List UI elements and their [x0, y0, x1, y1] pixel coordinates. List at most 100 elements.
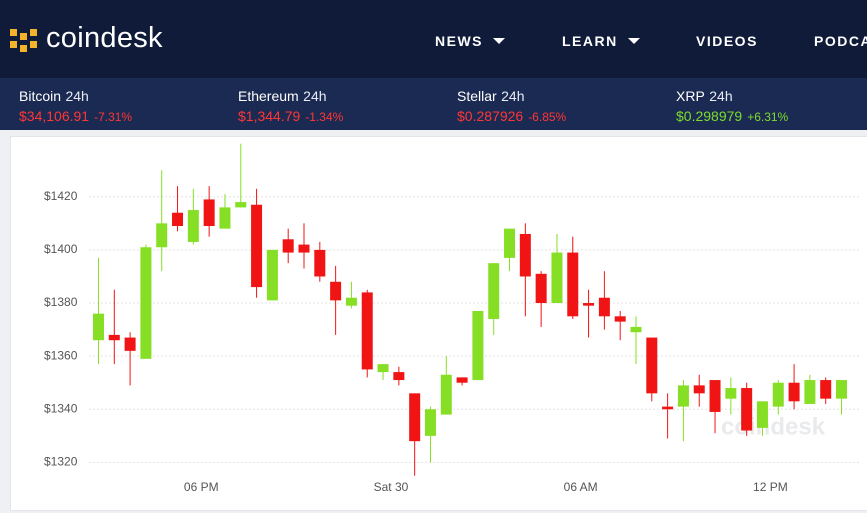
- candle-body: [519, 233, 531, 277]
- price: $34,106.91: [19, 108, 90, 124]
- candle-body: [203, 199, 215, 226]
- candle-body: [551, 252, 563, 304]
- candle-body: [456, 377, 468, 383]
- ticker-values: $1,344.79 -1.34%: [238, 106, 343, 126]
- candle-body: [172, 212, 184, 226]
- candle-body: [725, 388, 737, 399]
- candle-body: [693, 385, 705, 394]
- candle-body: [788, 382, 800, 402]
- nav-item[interactable]: VIDEOS: [696, 33, 758, 49]
- ticker-bar: Bitcoin 24h $34,106.91 -7.31% Ethereum 24h $…: [0, 78, 867, 130]
- ticker-item[interactable]: XRP 24h $0.298979 +6.31%: [676, 88, 788, 126]
- ticker-title: XRP 24h: [676, 88, 788, 106]
- candle-body: [187, 210, 199, 242]
- coin-name: Stellar: [457, 88, 497, 104]
- y-tick-label: $1340: [44, 401, 78, 415]
- candle-body: [583, 303, 595, 306]
- price: $0.298979: [676, 108, 743, 124]
- y-tick-label: $1420: [44, 189, 78, 203]
- change: -1.34%: [305, 110, 344, 124]
- candle-body: [282, 239, 294, 253]
- candle-body: [124, 337, 136, 351]
- y-tick-label: $1400: [44, 242, 78, 256]
- candle-body: [440, 374, 452, 415]
- chart-panel: coindesk $1320 $1340 $1360 $1380 $1400 $1420 06…: [10, 136, 867, 511]
- y-tick-label: $1380: [44, 295, 78, 309]
- price: $0.287926: [457, 108, 524, 124]
- candle-body: [567, 252, 579, 317]
- chart: coindesk $1320 $1340 $1360 $1380 $1400 $1420 06…: [44, 143, 861, 494]
- candle-body: [314, 249, 326, 277]
- ticker-title: Bitcoin 24h: [19, 88, 132, 106]
- candle-body: [330, 281, 342, 301]
- candle-body: [488, 263, 500, 319]
- ticker-item[interactable]: Ethereum 24h $1,344.79 -1.34%: [238, 88, 343, 126]
- ticker-title: Stellar 24h: [457, 88, 566, 106]
- y-tick-label: $1360: [44, 348, 78, 362]
- logo[interactable]: coindesk: [46, 22, 163, 54]
- candle-body: [393, 372, 405, 381]
- x-tick-label: 12 PM: [753, 480, 788, 494]
- candle-body: [662, 406, 674, 410]
- nav-label: VIDEOS: [696, 33, 758, 49]
- candle-body: [598, 297, 610, 317]
- coin-name: Ethereum: [238, 88, 299, 104]
- logo-icon: [10, 29, 37, 52]
- candle-body: [535, 273, 547, 304]
- candle-body: [298, 244, 310, 253]
- candle-body: [504, 228, 516, 258]
- nav-label: PODCA: [814, 33, 867, 49]
- candle-body: [108, 334, 120, 341]
- nav-item[interactable]: NEWS: [435, 33, 505, 49]
- period: 24h: [65, 88, 89, 104]
- candle-body: [140, 247, 152, 359]
- candle-body: [92, 313, 104, 341]
- candle-body: [677, 385, 689, 407]
- watermark: coindesk: [721, 413, 826, 440]
- candle-body: [836, 380, 848, 399]
- change: -6.85%: [528, 110, 567, 124]
- candle-body: [235, 202, 247, 208]
- price: $1,344.79: [238, 108, 301, 124]
- candle-body: [156, 223, 168, 248]
- x-tick-label: 06 PM: [184, 480, 219, 494]
- candle-body: [646, 337, 658, 394]
- coin-name: XRP: [676, 88, 705, 104]
- ticker-values: $34,106.91 -7.31%: [19, 106, 132, 126]
- ticker-item[interactable]: Bitcoin 24h $34,106.91 -7.31%: [19, 88, 132, 126]
- candle-body: [630, 326, 642, 333]
- candle-body: [219, 207, 231, 229]
- nav-item[interactable]: LEARN: [562, 33, 640, 49]
- change: -7.31%: [94, 110, 133, 124]
- candle-body: [820, 380, 832, 399]
- candle-body: [709, 380, 721, 412]
- candle-body: [614, 316, 626, 322]
- candle-body: [424, 409, 436, 436]
- y-tick-label: $1320: [44, 455, 78, 469]
- period: 24h: [303, 88, 327, 104]
- nav-label: LEARN: [562, 33, 618, 49]
- candle-body: [266, 249, 278, 301]
- nav-item[interactable]: PODCA: [814, 33, 867, 49]
- candle-body: [377, 364, 389, 373]
- x-tick-label: Sat 30: [374, 480, 409, 494]
- candle-body: [345, 297, 357, 306]
- x-tick-label: 06 AM: [564, 480, 598, 494]
- candle-body: [409, 393, 421, 442]
- period: 24h: [709, 88, 733, 104]
- coin-name: Bitcoin: [19, 88, 62, 104]
- header: coindesk NEWS LEARN VIDEOS PODCA: [0, 0, 867, 78]
- ticker-title: Ethereum 24h: [238, 88, 343, 106]
- change: +6.31%: [747, 110, 789, 124]
- candle-body: [361, 292, 373, 370]
- candle-body: [741, 388, 753, 431]
- period: 24h: [501, 88, 525, 104]
- candle-body: [756, 401, 768, 428]
- ticker-values: $0.287926 -6.85%: [457, 106, 566, 126]
- ticker-values: $0.298979 +6.31%: [676, 106, 788, 126]
- ticker-item[interactable]: Stellar 24h $0.287926 -6.85%: [457, 88, 566, 126]
- nav-label: NEWS: [435, 33, 483, 49]
- candle-body: [251, 204, 263, 288]
- candle-body: [472, 311, 484, 381]
